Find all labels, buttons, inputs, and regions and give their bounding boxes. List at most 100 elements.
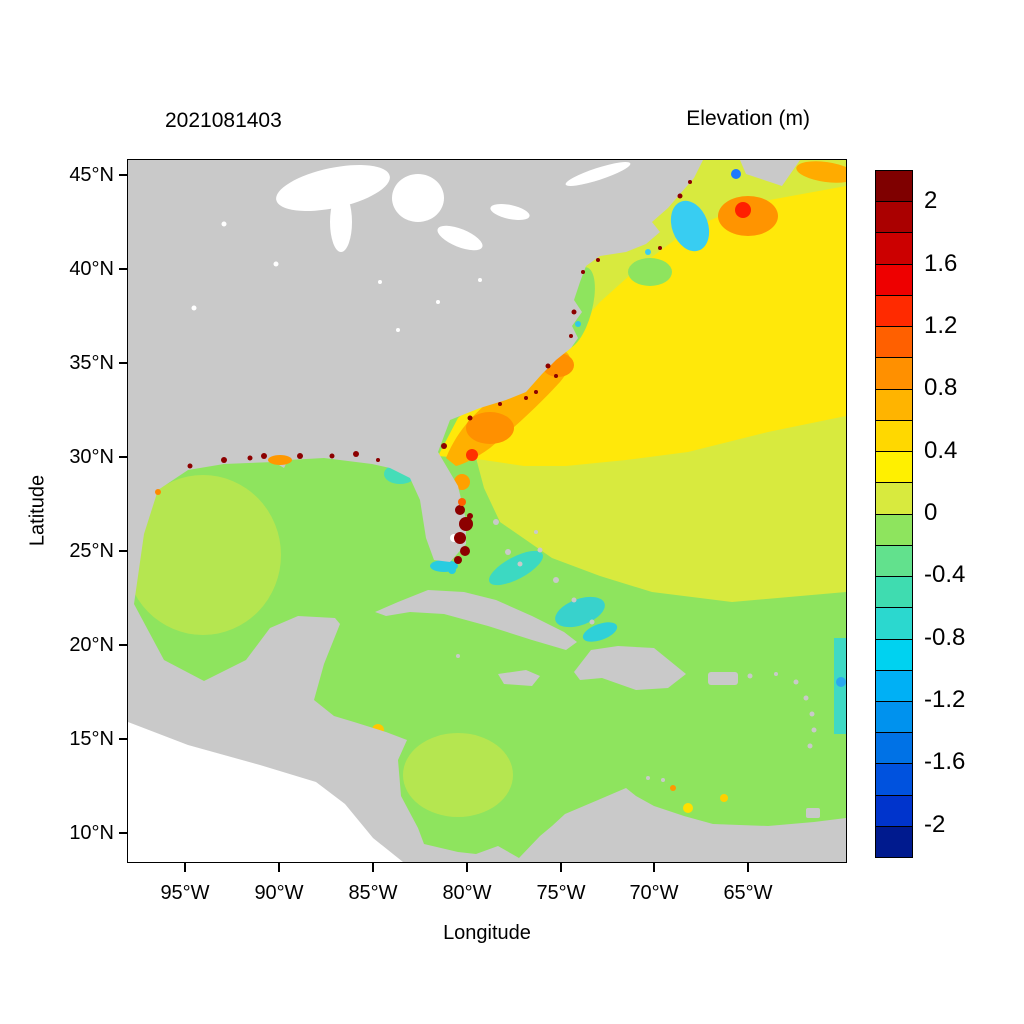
gulf-coast-red-speck [376,458,380,462]
coastal-anomaly-specks-layer [155,180,692,574]
gulf-coast-red-speck [247,455,253,461]
island-lesser-antilles [793,679,799,685]
island-bahamas [589,619,595,625]
fundy-blue-spot-1 [731,169,741,179]
small-lake [378,280,382,284]
y-tick-label: 45°N [69,164,114,186]
maine-red-speck [677,193,683,199]
island-lesser-antilles [747,673,753,679]
se-florida-darkred [455,505,465,515]
island-lesser-antilles [809,711,815,717]
gulf-coast-red-speck [221,457,227,463]
colorbar-segment [876,733,912,765]
colorbar-segment [876,202,912,234]
x-tick-label: 80°W [442,882,492,904]
colorbar-tick-label: 0.8 [924,374,958,402]
red-spot-georgia [466,449,478,461]
island-bahamas [505,549,511,555]
west-gulf-patch [128,475,281,635]
colorbar-segment [876,264,912,296]
y-tick-mark [119,456,128,458]
colorbar-segment [876,358,912,390]
venezuela-yellow-spot-1 [683,803,693,813]
x-tick-mark [184,863,186,872]
venezuela-yellow-spot-2 [720,794,728,802]
colorbar-segment [876,639,912,671]
lakes-layer [191,162,631,542]
colorbar-segment [876,608,912,640]
island-bahamas [571,597,577,603]
island-curacao [646,776,650,780]
y-tick-mark [119,832,128,834]
orange-blob-carolinas [466,412,514,444]
small-lake [273,261,279,267]
gulf-coast-red-speck [261,453,267,459]
sw-caribbean-patch [403,733,513,817]
x-tick-mark [278,863,280,872]
li-red-speck [596,258,600,262]
x-tick-mark [747,863,749,872]
y-tick-label: 25°N [69,540,114,562]
elevation-map [128,160,846,862]
colorbar-tick-label: 1.6 [924,249,958,277]
x-tick-mark [466,863,468,872]
colorbar-segment [876,826,912,858]
maine-red-speck [688,180,692,184]
x-axis-label: Longitude [443,922,531,944]
island-bahamas [534,530,538,534]
carolina-red-speck [554,374,558,378]
right-edge-blue-spot [836,677,846,687]
colorbar-tick-label: -0.8 [924,623,966,651]
colorbar-segment [876,295,912,328]
small-lake [396,328,400,332]
island-bahamas [493,519,499,525]
y-tick-mark [119,550,128,552]
y-tick-label: 15°N [69,728,114,750]
island-cayman [456,654,460,658]
colorbar-segment [876,795,912,827]
colorbar-segment [876,514,912,546]
island-lesser-antilles [811,727,817,733]
colorbar-segment [876,233,912,265]
lake-superior [276,165,390,211]
carolina-red-speck [524,396,528,400]
colorbar-tick-label: -2 [924,810,946,838]
small-lake [191,305,197,311]
small-lake [436,300,440,304]
colorbar-segment [876,701,912,734]
bahama-bank-cyan [489,550,543,586]
venezuela-orange-spot [670,785,676,791]
colorbar-segment [876,171,912,203]
y-axis-label: Latitude [26,474,49,547]
colorbar-segment [876,452,912,484]
lake-ontario [490,203,530,221]
y-tick-label: 20°N [69,634,114,656]
x-tick-label: 75°W [536,882,586,904]
colorbar-segment [876,420,912,453]
colorbar-tick-label: 2 [924,187,938,215]
gulf-coast-red-speck [353,451,359,457]
y-tick-mark [119,738,128,740]
cape-cod-cyan-speck [645,249,651,255]
cape-cod-red-speck [658,246,662,250]
colorbar-tick-label: 1.2 [924,311,958,339]
gulf-of-maine-cyan [670,200,710,252]
se-florida-orange [458,498,466,506]
se-florida-darkred [460,546,470,556]
x-tick-mark [653,863,655,872]
small-lake [478,278,482,282]
x-tick-label: 95°W [160,882,210,904]
island-lesser-antilles [774,672,778,676]
y-tick-mark [119,174,128,176]
lake-erie [437,225,483,251]
colorbar-segment [876,577,912,609]
island-bahamas [517,561,523,567]
gulf-coast-red-speck [187,463,193,469]
x-tick-label: 85°W [348,882,398,904]
chesapeake-red-speck [571,309,577,315]
x-tick-label: 65°W [723,882,773,904]
colorbar-tick-labels: 2 1.6 1.2 0.8 0.4 0 -0.4 -0.8 -1.2 -1.6 -2 [924,170,1004,856]
texas-orange-speck [155,489,161,495]
y-tick-mark [119,362,128,364]
